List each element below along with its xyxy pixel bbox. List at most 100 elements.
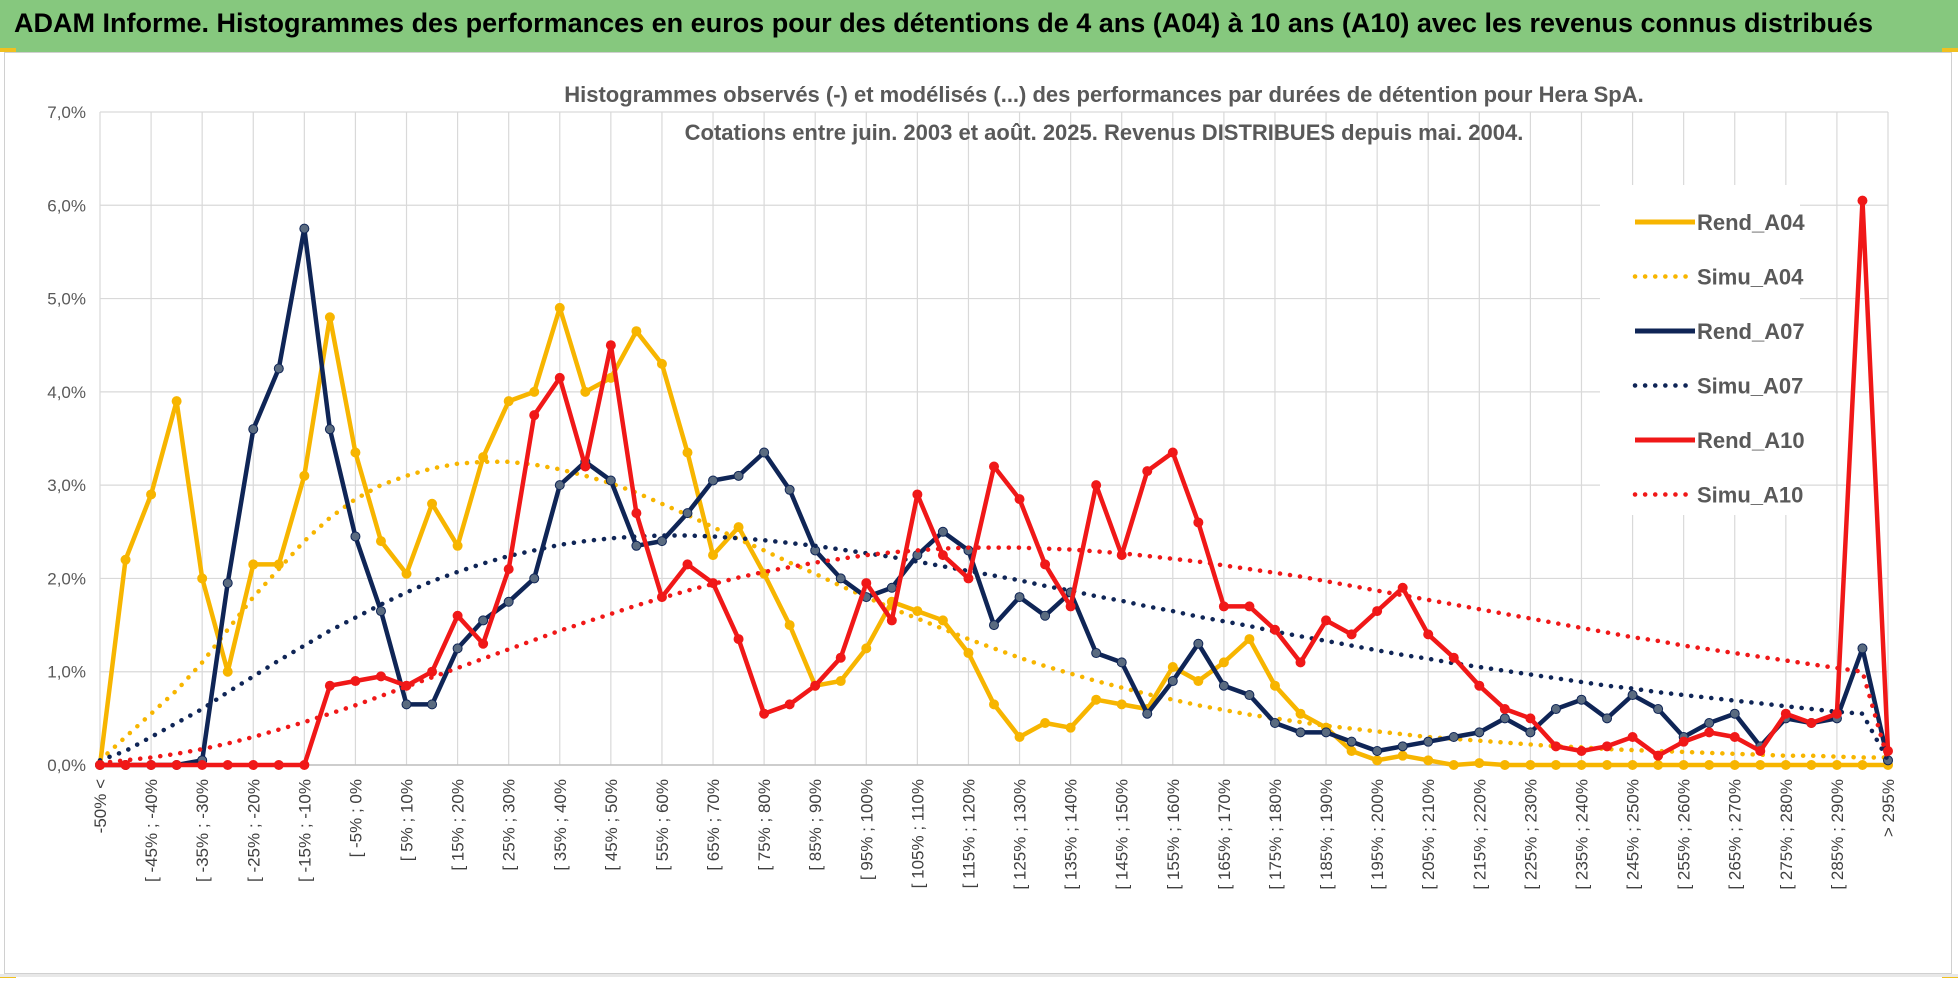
data-point-rend-a04 (1499, 760, 1510, 770)
data-point-rend-a10 (1372, 606, 1383, 617)
x-tick-label: [ 235% ; 240% (1572, 779, 1591, 890)
data-point-rend-a07 (427, 699, 438, 710)
data-point-rend-a10 (861, 578, 872, 589)
chart-subtitle: Cotations entre juin. 2003 et août. 2025… (685, 120, 1524, 145)
data-point-rend-a10 (1653, 750, 1664, 761)
data-point-rend-a10 (503, 564, 514, 575)
data-point-rend-a04 (1116, 699, 1127, 710)
data-point-rend-a10 (350, 676, 361, 687)
data-point-rend-a04 (937, 615, 948, 626)
data-point-rend-a10 (1448, 652, 1459, 663)
data-point-rend-a07 (784, 484, 795, 495)
x-tick-label: [ 105% ; 110% (908, 779, 927, 888)
x-tick-label: [ 125% ; 130% (1011, 779, 1030, 890)
chart-frame (4, 52, 1952, 974)
data-point-rend-a10 (835, 652, 846, 663)
data-point-rend-a04 (1423, 755, 1434, 766)
data-point-rend-a04 (989, 699, 999, 710)
data-point-rend-a04 (1218, 657, 1229, 668)
data-point-rend-a10 (1014, 494, 1025, 505)
data-point-rend-a07 (1040, 610, 1051, 621)
report-title: ADAM Informe. Histogrammes des performan… (14, 8, 1874, 38)
legend: Rend_A04 Simu_A04 Rend_A07 Simu_A07 Rend_A10… (1632, 210, 1805, 508)
x-tick-label: [ 85% ; 90% (806, 779, 825, 871)
series-line-simu-a10 (97, 545, 1891, 766)
data-point-rend-a07 (375, 606, 386, 617)
legend-label-rend-a04: Rend_A04 (1697, 210, 1805, 235)
data-point-rend-a04 (478, 452, 489, 463)
data-point-rend-a10 (1525, 713, 1536, 724)
data-point-rend-a07 (631, 540, 642, 551)
data-point-rend-a10 (1831, 708, 1842, 719)
data-point-rend-a10 (1295, 657, 1306, 668)
x-tick-label: [ 245% ; 250% (1624, 779, 1643, 890)
data-point-rend-a07 (937, 526, 948, 537)
data-point-rend-a07 (248, 424, 259, 435)
data-point-rend-a04 (1755, 760, 1766, 770)
data-point-rend-a10 (1806, 718, 1817, 729)
data-point-rend-a04 (708, 550, 719, 561)
data-point-rend-a10 (1244, 601, 1255, 612)
data-point-rend-a04 (861, 643, 872, 654)
data-point-rend-a07 (1550, 704, 1561, 715)
data-point-rend-a07 (1193, 638, 1204, 649)
data-point-rend-a07 (1218, 680, 1229, 691)
x-tick-label: [ 135% ; 140% (1062, 779, 1081, 890)
x-tick-label: [ 65% ; 70% (704, 779, 723, 871)
data-point-rend-a04 (427, 498, 438, 509)
data-point-rend-a10 (784, 699, 795, 710)
data-point-rend-a07 (1167, 676, 1178, 687)
x-tick-label: [ 95% ; 100% (857, 779, 876, 880)
x-tick-label: [ 55% ; 60% (653, 779, 672, 871)
bottom-divider (0, 974, 1958, 977)
data-point-rend-a10 (324, 680, 335, 691)
data-point-rend-a07 (1729, 708, 1740, 719)
data-point-rend-a07 (605, 475, 616, 486)
data-point-rend-a10 (222, 760, 233, 770)
data-point-rend-a07 (1474, 727, 1485, 738)
x-tick-label: [ -15% ; -10% (295, 779, 314, 882)
data-point-rend-a07 (1269, 718, 1280, 729)
data-point-rend-a04 (375, 536, 386, 547)
corner-marker (1942, 48, 1958, 52)
data-point-rend-a04 (197, 573, 208, 584)
x-tick-label: [ 5% ; 10% (398, 779, 417, 861)
data-point-rend-a10 (937, 550, 948, 561)
data-point-rend-a10 (1755, 746, 1766, 757)
y-tick-label: 6,0% (47, 196, 86, 215)
x-tick-label: [ 145% ; 150% (1113, 779, 1132, 890)
series-group (95, 195, 1893, 770)
data-point-rend-a07 (1627, 690, 1638, 701)
data-point-rend-a04 (835, 676, 846, 687)
data-point-rend-a04 (1091, 694, 1102, 705)
data-point-rend-a10 (810, 680, 821, 691)
data-point-rend-a04 (324, 312, 335, 323)
legend-label-simu-a10: Simu_A10 (1697, 483, 1803, 508)
data-point-rend-a10 (1704, 727, 1715, 738)
data-point-rend-a10 (1576, 746, 1587, 757)
data-point-rend-a04 (1653, 760, 1664, 770)
data-point-rend-a07 (350, 531, 361, 542)
data-point-rend-a04 (963, 648, 974, 659)
data-point-rend-a07 (1576, 694, 1587, 705)
data-point-rend-a04 (299, 470, 310, 481)
data-point-rend-a10 (452, 610, 463, 621)
data-point-rend-a10 (1857, 195, 1868, 206)
data-point-rend-a07 (989, 620, 999, 631)
data-point-rend-a10 (631, 508, 642, 519)
data-point-rend-a10 (1346, 629, 1357, 640)
x-tick-label: [ 205% ; 210% (1419, 779, 1438, 890)
x-tick-label: [ 195% ; 200% (1368, 779, 1387, 890)
data-point-rend-a10 (580, 461, 591, 472)
data-point-rend-a07 (554, 480, 565, 491)
legend-label-simu-a07: Simu_A07 (1697, 374, 1803, 399)
data-point-rend-a10 (478, 638, 489, 649)
data-point-rend-a07 (1397, 741, 1408, 752)
data-point-rend-a04 (733, 522, 744, 533)
legend-label-simu-a04: Simu_A04 (1697, 265, 1804, 290)
data-point-rend-a04 (1448, 760, 1459, 770)
data-point-rend-a10 (682, 559, 693, 570)
data-point-rend-a10 (146, 760, 157, 770)
x-axis-ticks: -50% < [ -45% ; -40% [ -35% ; -30% [ -25% ;… (91, 779, 1898, 890)
